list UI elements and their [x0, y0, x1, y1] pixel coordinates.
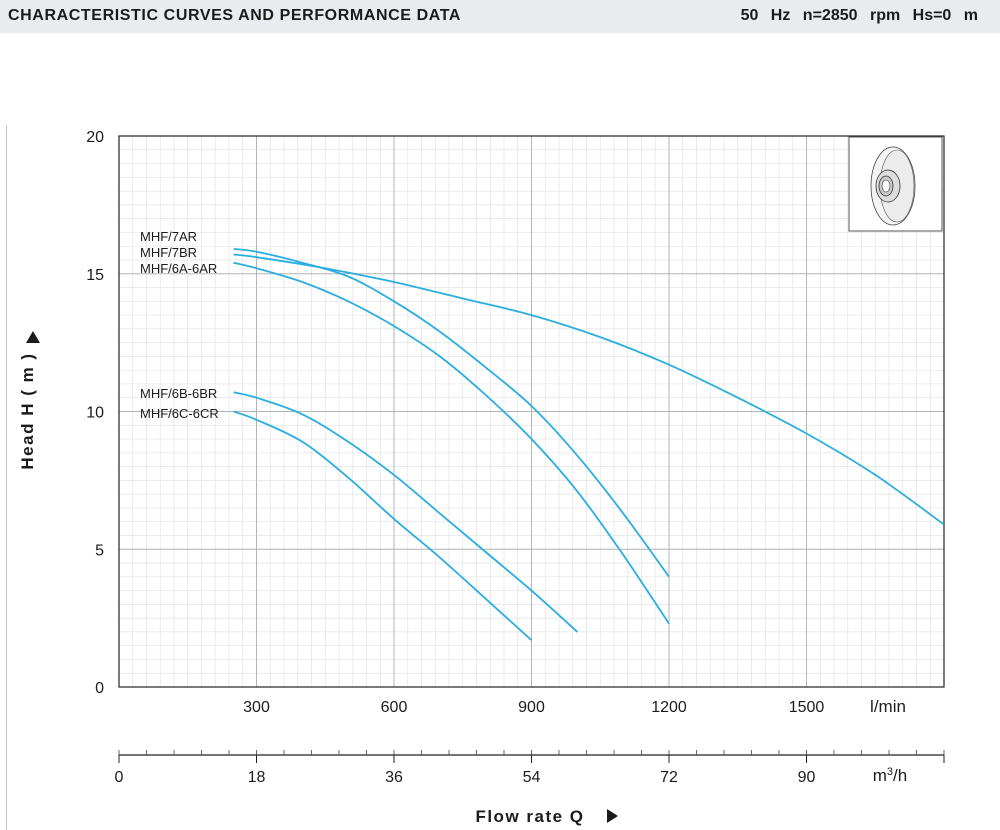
plot-frame: [118, 135, 945, 688]
y-tick-label: 0: [95, 680, 104, 697]
series-label: MHF/6A-6AR: [140, 261, 217, 276]
curve-mhf-6c-6cr: [233, 410, 533, 641]
x-tick-labels: 300 600 900 1200 1500: [243, 699, 824, 716]
header-title: CHARACTERISTIC CURVES AND PERFORMANCE DA…: [8, 7, 462, 24]
page-divider: [6, 125, 7, 830]
x-axis-title: Flow rate Q: [475, 807, 584, 826]
curve-mhf-6a-6ar: [233, 261, 670, 625]
series-label: MHF/7BR: [140, 245, 197, 260]
operating-conditions: 50 Hz n=2850 rpm Hs=0 m: [740, 7, 978, 24]
x2-tick-label: 72: [660, 769, 678, 786]
y-tick-label: 10: [86, 405, 104, 422]
x-tick-label: 1500: [789, 699, 825, 716]
x-tick-label: 600: [381, 699, 408, 716]
x-tick-label: 900: [518, 699, 545, 716]
y-axis-arrow-icon: [26, 331, 40, 343]
x-tick-label: 1200: [651, 699, 687, 716]
x-unit-label: l/min: [870, 697, 906, 716]
x2-tick-label: 90: [798, 769, 816, 786]
series-label: MHF/7AR: [140, 229, 197, 244]
header-bar: CHARACTERISTIC CURVES AND PERFORMANCE DA…: [0, 0, 1000, 33]
impeller-icon: [848, 136, 943, 232]
curve-mhf-7ar: [233, 248, 670, 578]
x2-unit-label: m3/h: [873, 766, 907, 785]
x-axis-arrow-icon: [607, 809, 618, 823]
y-tick-label: 20: [86, 129, 104, 146]
x2-tick-label: 18: [248, 769, 266, 786]
y-tick-label: 5: [95, 542, 104, 559]
series-label: MHF/6B-6BR: [140, 386, 217, 401]
y-tick-labels: 0 5 10 15 20: [86, 129, 104, 697]
x2-tick-label: 0: [115, 769, 124, 786]
curve-mhf-6b-6br: [233, 391, 578, 633]
series-label: MHF/6C-6CR: [140, 406, 219, 421]
x-tick-label: 300: [243, 699, 270, 716]
secondary-x-ticks: 0 18 36 54 72 90: [115, 750, 945, 786]
curve-mhf-7br: [233, 253, 945, 526]
x2-tick-label: 54: [523, 769, 541, 786]
y-axis-title: Head H ( m ): [18, 352, 37, 469]
x2-tick-label: 36: [385, 769, 403, 786]
performance-curves: [233, 248, 945, 641]
y-tick-label: 15: [86, 267, 104, 284]
